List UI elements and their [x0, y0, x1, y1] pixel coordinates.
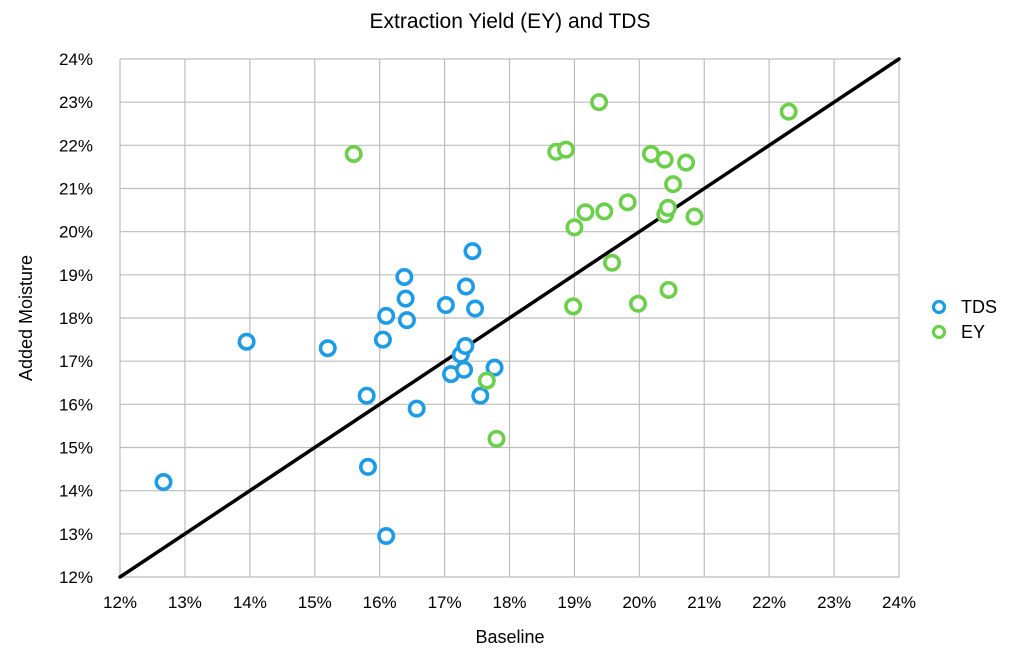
legend-marker-tds: [931, 299, 947, 315]
x-tick-label: 13%: [168, 593, 202, 612]
x-tick-label: 16%: [363, 593, 397, 612]
data-point-ey: [576, 203, 595, 222]
legend-label-ey: EY: [961, 322, 985, 342]
y-tick-label: 12%: [59, 568, 93, 587]
x-tick-label: 19%: [557, 593, 591, 612]
y-tick-label: 14%: [59, 482, 93, 501]
y-tick-labels: 12% 13% 14% 15% 16% 17% 18% 19% 20% 21% 22% 23% 24%: [59, 50, 93, 587]
y-tick-label: 24%: [59, 50, 93, 69]
data-point-ey: [603, 253, 622, 272]
data-point-ey: [590, 93, 609, 112]
data-point-tds: [397, 311, 416, 330]
x-axis-title: Baseline: [475, 627, 544, 647]
data-point-ey: [556, 140, 575, 159]
x-tick-label: 23%: [817, 593, 851, 612]
y-tick-label: 21%: [59, 180, 93, 199]
data-point-ey: [565, 218, 584, 237]
series-ey: [344, 93, 798, 448]
data-point-ey: [477, 371, 496, 390]
data-point-ey: [677, 153, 696, 172]
data-point-ey: [779, 102, 798, 121]
data-point-tds: [377, 306, 396, 325]
data-point-tds: [457, 277, 476, 296]
legend-marker-ey: [931, 324, 947, 340]
data-point-ey: [564, 297, 583, 316]
data-point-tds: [436, 296, 455, 315]
x-tick-labels: 12% 13% 14% 15% 16% 17% 18% 19% 20% 21% 22% 23% 24%: [103, 593, 916, 612]
data-point-ey: [659, 280, 678, 299]
y-tick-label: 19%: [59, 266, 93, 285]
data-point-tds: [237, 332, 256, 351]
data-point-ey: [658, 198, 677, 217]
y-tick-label: 18%: [59, 309, 93, 328]
data-point-tds: [396, 289, 415, 308]
data-point-ey: [685, 207, 704, 226]
data-point-tds: [471, 386, 490, 405]
data-point-tds: [456, 337, 475, 356]
data-point-ey: [664, 175, 683, 194]
data-point-tds: [455, 360, 474, 379]
data-point-ey: [487, 429, 506, 448]
reference-line: [118, 57, 901, 579]
data-point-ey: [618, 193, 637, 212]
y-tick-label: 13%: [59, 525, 93, 544]
y-tick-label: 17%: [59, 352, 93, 371]
x-tick-label: 17%: [428, 593, 462, 612]
data-point-tds: [395, 267, 414, 286]
y-tick-label: 20%: [59, 223, 93, 242]
data-point-tds: [154, 473, 173, 492]
x-tick-label: 22%: [752, 593, 786, 612]
data-point-ey: [344, 144, 363, 163]
data-point-tds: [357, 386, 376, 405]
x-tick-label: 18%: [492, 593, 526, 612]
x-tick-label: 15%: [298, 593, 332, 612]
y-tick-label: 22%: [59, 136, 93, 155]
x-tick-label: 21%: [687, 593, 721, 612]
chart-title: Extraction Yield (EY) and TDS: [370, 10, 651, 33]
x-tick-label: 12%: [103, 593, 137, 612]
legend: TDS EY: [931, 297, 997, 342]
data-point-tds: [407, 399, 426, 418]
data-point-tds: [377, 526, 396, 545]
y-tick-label: 23%: [59, 93, 93, 112]
data-point-ey: [655, 150, 674, 169]
y-tick-label: 16%: [59, 395, 93, 414]
data-point-ey: [595, 202, 614, 221]
series-tds: [154, 242, 504, 545]
x-tick-label: 20%: [622, 593, 656, 612]
y-tick-label: 15%: [59, 439, 93, 458]
data-point-tds: [463, 242, 482, 261]
y-axis-title: Added Moisture: [16, 255, 36, 381]
data-point-ey: [629, 294, 648, 313]
data-point-tds: [466, 299, 485, 318]
reference-line-group: [118, 57, 901, 579]
data-point-tds: [485, 358, 504, 377]
data-points: [154, 93, 798, 545]
legend-label-tds: TDS: [961, 297, 997, 317]
x-tick-label: 24%: [882, 593, 916, 612]
x-tick-label: 14%: [233, 593, 267, 612]
grid-lines: [119, 58, 900, 578]
data-point-tds: [318, 339, 337, 358]
data-point-tds: [373, 330, 392, 349]
data-point-tds: [358, 457, 377, 476]
